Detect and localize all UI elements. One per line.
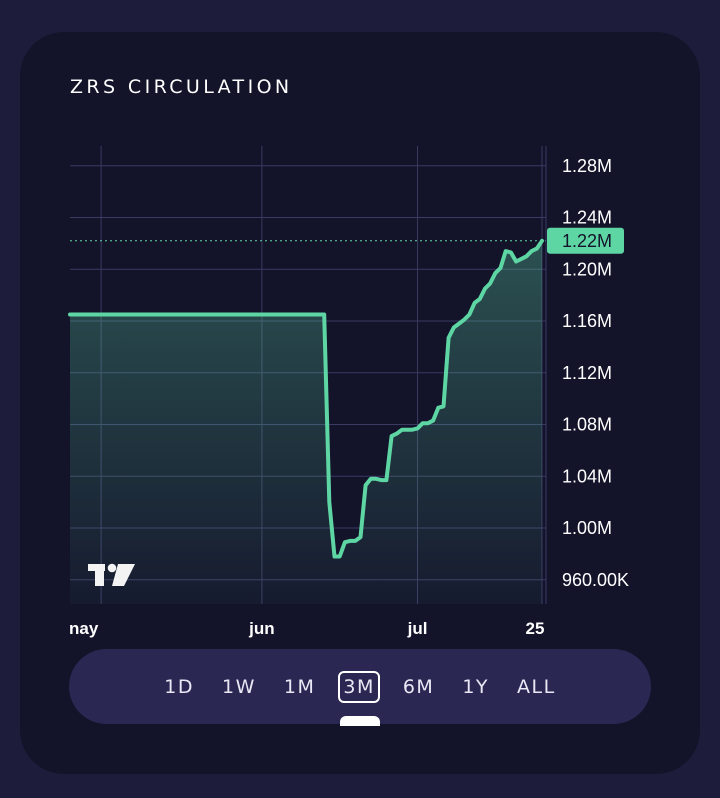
tradingview-logo-icon — [88, 563, 135, 586]
y-tick-label: 1.04M — [562, 466, 612, 486]
x-tick-label: jun — [248, 619, 275, 638]
range-button-1w[interactable]: 1W — [222, 675, 256, 698]
time-axis: nay jun jul 25 — [69, 619, 544, 638]
active-range-indicator — [340, 716, 380, 726]
y-tick-label: 960.00K — [562, 570, 629, 590]
y-tick-label: 1.28M — [562, 156, 612, 176]
range-button-1d[interactable]: 1D — [164, 675, 194, 698]
range-button-6m[interactable]: 6M — [402, 675, 435, 698]
last-value-badge: 1.22M — [547, 227, 624, 254]
y-tick-label: 1.12M — [562, 363, 612, 383]
y-tick-label: 1.00M — [562, 518, 612, 538]
y-tick-label: 1.16M — [562, 311, 612, 331]
time-range-selector: 1D 1W 1M 3M 6M 1Y ALL — [69, 649, 651, 724]
series-line — [68, 238, 544, 559]
range-button-1y[interactable]: 1Y — [462, 675, 490, 698]
price-axis: 960.00K 1.00M 1.04M 1.08M 1.12M 1.16M 1.20M 1.2… — [562, 156, 629, 590]
y-tick-label: 1.08M — [562, 415, 612, 435]
range-button-1m[interactable]: 1M — [283, 675, 316, 698]
x-tick-label: 25 — [526, 619, 545, 638]
series-area-fill — [70, 240, 542, 605]
range-button-3m[interactable]: 3M — [338, 670, 380, 703]
y-tick-label: 1.20M — [562, 259, 612, 279]
range-button-all[interactable]: ALL — [517, 675, 556, 698]
x-tick-label: jul — [407, 619, 428, 638]
chart-title: ZRS CIRCULATION — [70, 76, 293, 98]
x-tick-label: nay — [69, 619, 99, 638]
last-value-label: 1.22M — [562, 231, 612, 251]
y-tick-label: 1.24M — [562, 208, 612, 228]
